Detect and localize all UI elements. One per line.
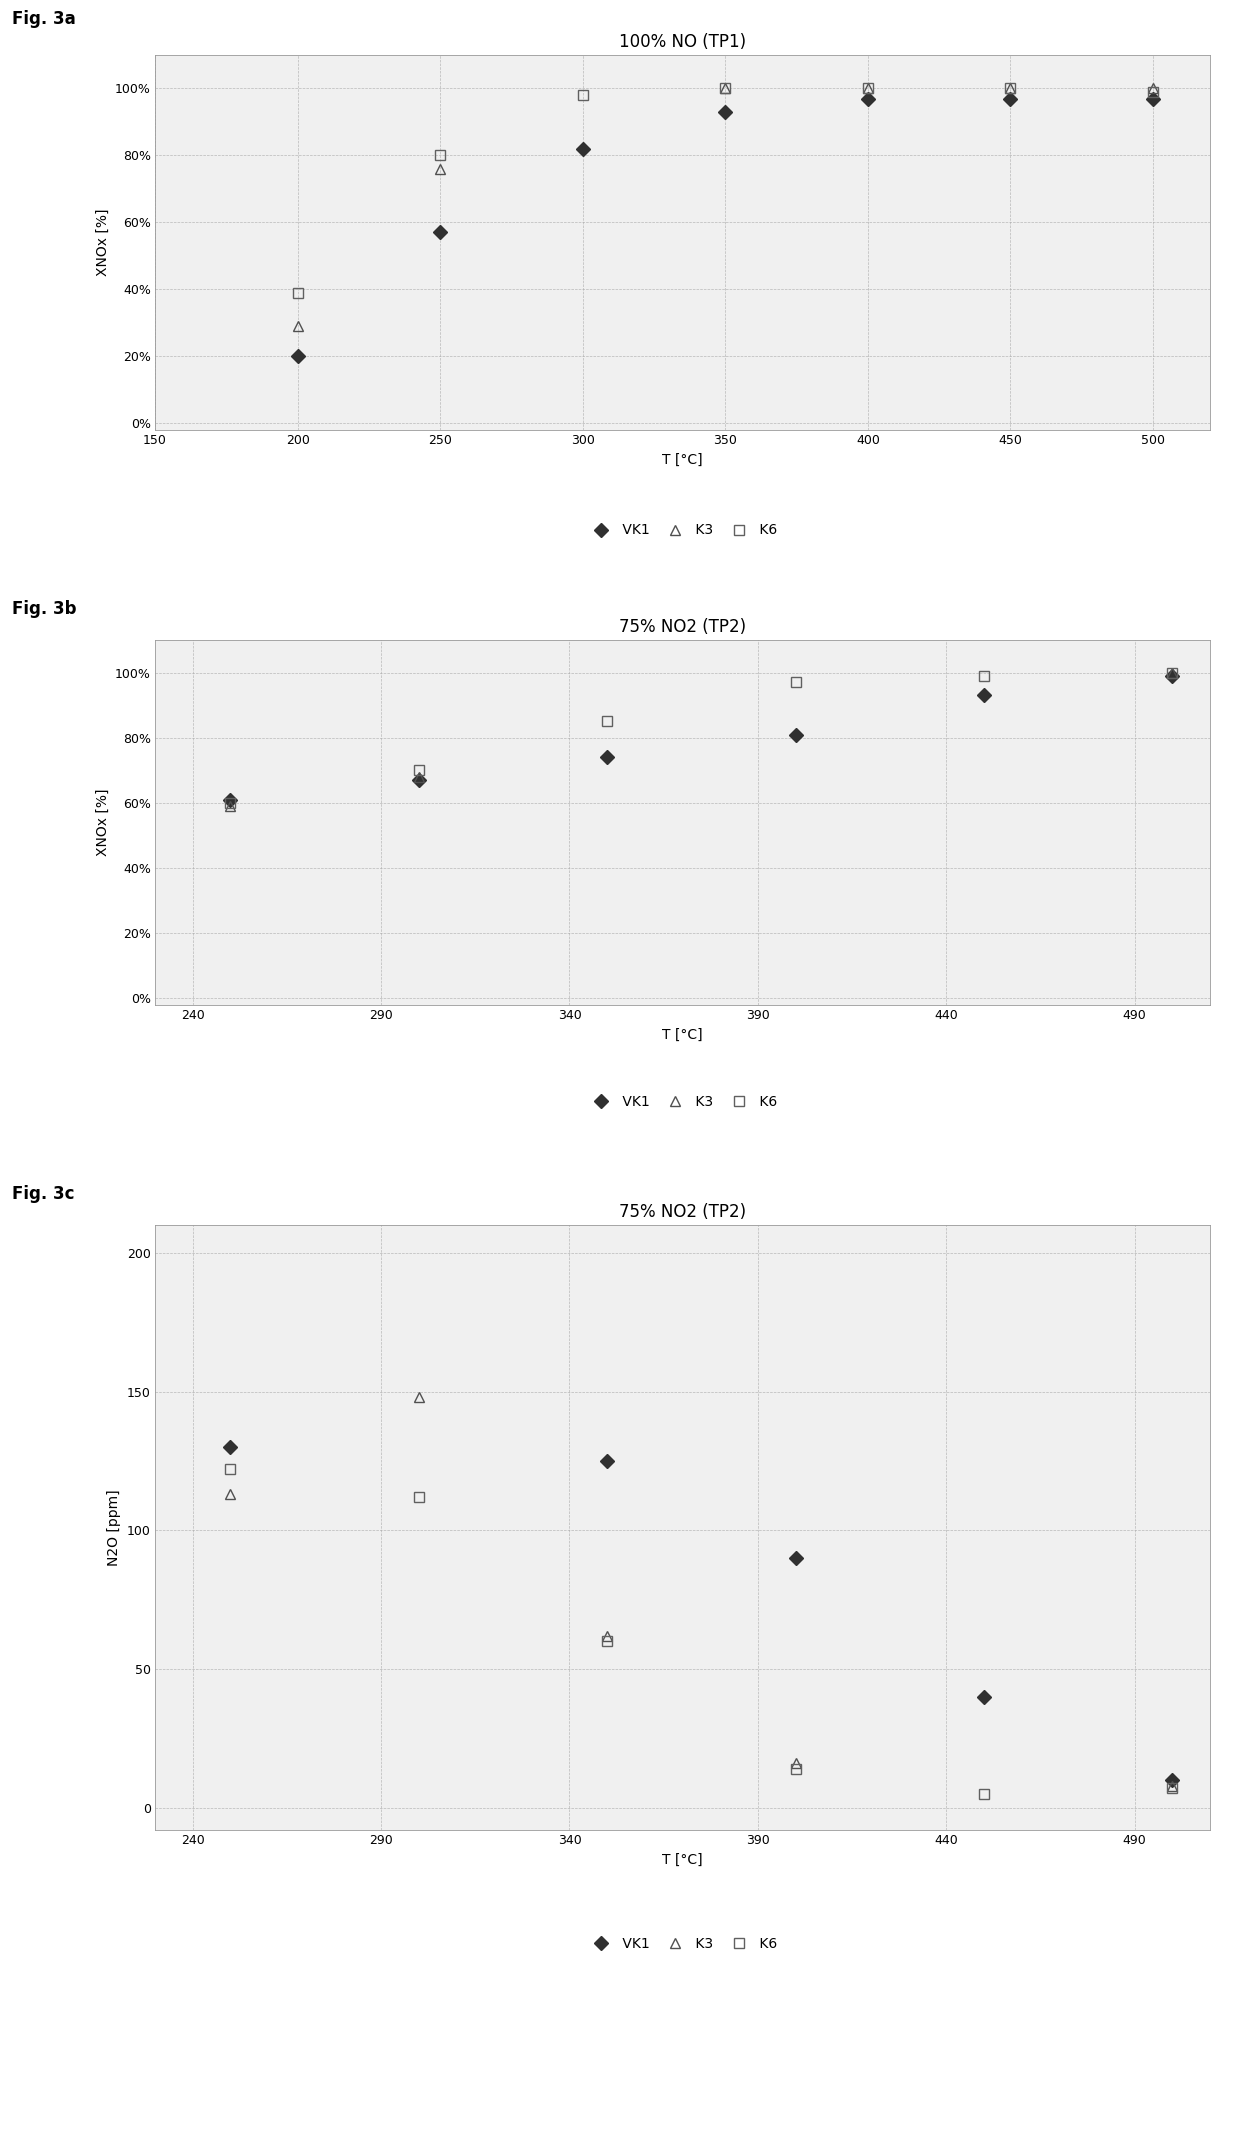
X-axis label: T [°C]: T [°C] [662, 1028, 703, 1041]
Title: 75% NO2 (TP2): 75% NO2 (TP2) [619, 1203, 746, 1220]
Legend:  VK1,  K3,  K6: VK1, K3, K6 [582, 1932, 784, 1955]
X-axis label: T [°C]: T [°C] [662, 1853, 703, 1868]
Legend:  VK1,  K3,  K6: VK1, K3, K6 [582, 1090, 784, 1116]
Legend:  VK1,  K3,  K6: VK1, K3, K6 [582, 517, 784, 543]
X-axis label: T [°C]: T [°C] [662, 453, 703, 466]
Title: 100% NO (TP1): 100% NO (TP1) [619, 32, 746, 51]
Text: Fig. 3b: Fig. 3b [12, 600, 77, 618]
Y-axis label: N2O [ppm]: N2O [ppm] [108, 1489, 122, 1566]
Title: 75% NO2 (TP2): 75% NO2 (TP2) [619, 618, 746, 635]
Y-axis label: XNOx [%]: XNOx [%] [95, 789, 109, 857]
Y-axis label: XNOx [%]: XNOx [%] [95, 209, 109, 276]
Text: Fig. 3c: Fig. 3c [12, 1186, 74, 1203]
Text: Fig. 3a: Fig. 3a [12, 11, 76, 28]
